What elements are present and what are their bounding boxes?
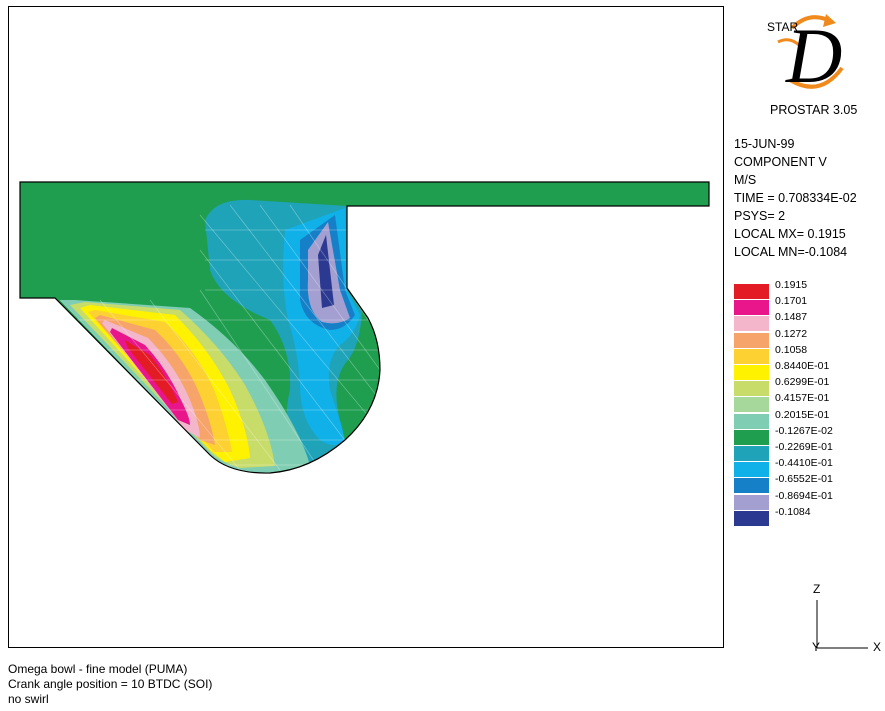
logo-letter: D [786,16,842,96]
caption-line-3: no swirl [8,692,49,707]
legend-swatch [734,462,769,477]
legend-label: -0.6552E-01 [775,473,833,485]
info-time: TIME = 0.708334E-02 [734,191,857,205]
y-axis-label: Y [812,640,820,654]
legend-label: 0.1487 [775,311,807,323]
caption-line-2: Crank angle position = 10 BTDC (SOI) [8,677,212,692]
x-axis-label: X [873,640,881,654]
logo-product: PROSTAR 3.05 [770,103,857,117]
legend-label: 0.2015E-01 [775,409,829,421]
info-component: COMPONENT V [734,155,827,169]
legend-swatch [734,300,769,315]
info-psys: PSYS= 2 [734,209,785,223]
legend-label: 0.1272 [775,328,807,340]
info-units: M/S [734,173,756,187]
legend-swatch [734,316,769,331]
legend-label: 0.1058 [775,344,807,356]
legend-swatch [734,430,769,445]
legend-swatch [734,414,769,429]
legend-swatch [734,478,769,493]
legend-label: 0.1915 [775,279,807,291]
legend-swatch [734,333,769,348]
legend-label: 0.6299E-01 [775,376,829,388]
legend-swatch [734,397,769,412]
legend-swatch [734,349,769,364]
legend-label: -0.4410E-01 [775,457,833,469]
legend-swatch [734,284,769,299]
info-date: 15-JUN-99 [734,137,794,151]
legend-label: 0.8440E-01 [775,360,829,372]
legend-swatch [734,495,769,510]
legend-label: 0.1701 [775,295,807,307]
info-local-max: LOCAL MX= 0.1915 [734,227,846,241]
legend-label: -0.8694E-01 [775,490,833,502]
legend-swatch [734,511,769,526]
z-axis-label: Z [813,582,820,596]
legend-swatch [734,381,769,396]
legend-swatch [734,365,769,380]
caption-line-1: Omega bowl - fine model (PUMA) [8,662,187,677]
legend-label: -0.1267E-02 [775,425,833,437]
legend-label: -0.2269E-01 [775,441,833,453]
info-local-min: LOCAL MN=-0.1084 [734,245,847,259]
legend-label: 0.4157E-01 [775,392,829,404]
legend-swatch [734,446,769,461]
legend-label: -0.1084 [775,506,811,518]
